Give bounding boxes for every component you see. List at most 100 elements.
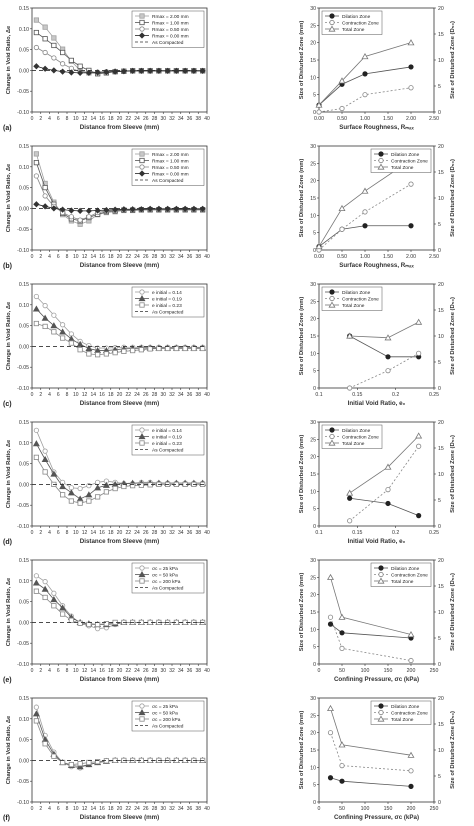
y-tick-label: 0.10 — [19, 165, 29, 171]
series-line — [349, 321, 419, 339]
panel-c-left: -0.10-0.050.000.050.100.150 2 4 6 8 10 12 14 16 1… — [3, 282, 210, 408]
y2-tick-label: 5 — [438, 774, 441, 780]
x-tick-label: 34 — [178, 668, 184, 674]
data-point — [327, 704, 334, 711]
data-point — [86, 759, 92, 766]
x-tick-label: 10 — [73, 116, 79, 122]
data-point — [384, 463, 392, 470]
data-point — [95, 479, 101, 485]
data-point — [361, 187, 369, 194]
x-tick-label: 1.50 — [383, 254, 393, 260]
x-tick-label: 16 — [99, 530, 105, 536]
x-tick-label: 50 — [339, 806, 345, 812]
x-tick-label: 6 — [57, 116, 60, 122]
data-point — [33, 320, 39, 327]
y-tick-label: 30 — [310, 558, 316, 564]
y-tick-label: 25 — [310, 299, 316, 305]
y-tick-label: 20 — [310, 731, 316, 737]
legend-label: Rmax = 0.50 mm — [152, 165, 189, 171]
legend-marker — [329, 427, 335, 433]
panel-e-left: -0.10-0.050.000.050.100.150 2 4 6 8 10 12 14 16 1… — [3, 558, 210, 684]
legend-label: Contraction Zone — [342, 296, 379, 302]
y-tick-label: -0.10 — [17, 110, 29, 116]
data-point — [191, 345, 197, 352]
x-tick-label: 20 — [117, 530, 123, 536]
x-tick-label: 34 — [178, 806, 184, 812]
y2-tick-label: 15 — [438, 32, 444, 38]
data-point — [385, 500, 391, 507]
data-point — [42, 594, 48, 601]
y-tick-label: 0.00 — [19, 620, 29, 626]
data-point — [361, 53, 369, 60]
y2-axis-label: Size of Disturbed Zone (D₅₀) — [450, 21, 456, 99]
x-tick-label: 24 — [134, 392, 140, 398]
data-point — [103, 351, 109, 357]
panel-f-left: -0.10-0.050.000.050.100.150 2 4 6 8 10 12 14 16 1… — [3, 696, 210, 822]
data-point — [32, 305, 40, 312]
legend-label: σc = 200 kPa — [152, 717, 181, 723]
x-tick-label: 14 — [90, 806, 96, 812]
data-point — [42, 579, 48, 585]
y-tick-label: 0.15 — [19, 144, 29, 150]
x-tick-label: 28 — [152, 254, 158, 260]
x-tick-label: 12 — [82, 254, 88, 260]
x-tick-label: 10 — [73, 392, 79, 398]
y2-tick-label: 20 — [438, 420, 444, 426]
x-tick-label: 8 — [66, 668, 69, 674]
x-tick-label: 26 — [143, 116, 149, 122]
data-point — [32, 579, 40, 586]
x-tick-label: 0 — [318, 806, 321, 812]
x-tick-label: 28 — [152, 392, 158, 398]
data-point — [338, 741, 346, 748]
legend-label: Total Zone — [391, 165, 414, 171]
x-tick-label: 10 — [73, 254, 79, 260]
data-point — [338, 77, 346, 84]
y-axis-label: Change in Void Ratio, Δe — [6, 301, 12, 370]
panel-label: (f) — [3, 815, 10, 822]
legend-label: e initial = 0.23 — [152, 303, 182, 309]
data-point — [85, 344, 93, 352]
y-axis-label: Change in Void Ratio, Δe — [6, 163, 12, 232]
data-point — [384, 334, 392, 341]
data-point — [102, 481, 110, 488]
y-tick-label: 10 — [310, 213, 316, 219]
x-tick-label: 22 — [125, 254, 131, 260]
data-point — [33, 29, 39, 36]
data-point — [42, 741, 48, 747]
y-tick-label: 25 — [310, 713, 316, 719]
data-point — [112, 350, 118, 356]
series-line — [330, 617, 412, 661]
data-point — [327, 614, 334, 620]
x-tick-label: 12 — [82, 392, 88, 398]
legend-label: Contraction Zone — [342, 434, 379, 440]
panel-label: (b) — [3, 263, 12, 270]
x-tick-label: 26 — [143, 668, 149, 674]
x-tick-label: 16 — [99, 254, 105, 260]
data-point — [60, 61, 66, 67]
legend-marker — [139, 26, 145, 32]
y-tick-label: 0 — [313, 662, 316, 668]
y-tick-label: 5 — [313, 231, 316, 237]
x-tick-label: 10 — [73, 530, 79, 536]
x-axis-label: Confining Pressure, σc (kPa) — [334, 814, 419, 821]
legend-marker — [138, 32, 146, 39]
x-axis-label: Distance from Sleeve (mm) — [80, 400, 159, 407]
data-point — [59, 604, 67, 611]
data-point — [339, 645, 345, 652]
data-point — [42, 36, 48, 42]
y-tick-label: 20 — [310, 179, 316, 185]
legend-marker — [378, 157, 384, 164]
x-tick-label: 36 — [187, 806, 193, 812]
x-tick-label: 0.50 — [337, 116, 347, 122]
series-line — [330, 732, 412, 772]
data-point — [339, 105, 345, 112]
data-point — [407, 751, 415, 758]
data-point — [103, 68, 110, 76]
data-point — [76, 763, 84, 770]
data-point — [121, 348, 127, 354]
x-tick-label: 34 — [178, 116, 184, 122]
data-point — [165, 345, 171, 352]
